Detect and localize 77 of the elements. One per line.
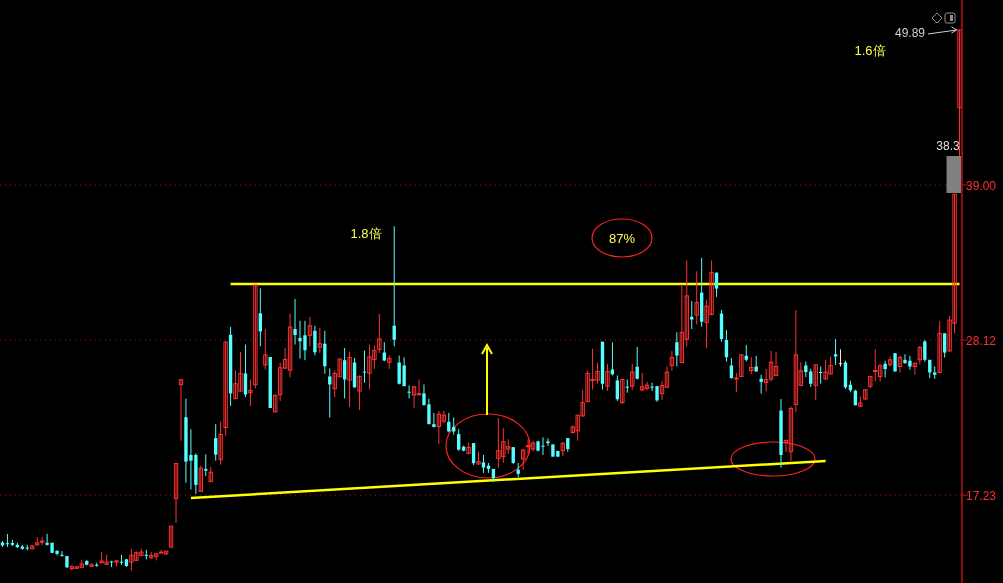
candlestick (287, 313, 293, 378)
candlestick (520, 448, 526, 471)
candlestick (838, 348, 843, 367)
candlestick (69, 564, 75, 571)
candlestick (223, 341, 228, 437)
candlestick (675, 331, 679, 367)
y-tick-label: 28.12 (966, 333, 997, 348)
candlestick (204, 453, 208, 477)
candlestick (639, 372, 645, 392)
candlestick (546, 437, 550, 447)
y-tick-label: 39.00 (966, 178, 997, 193)
candlestick (734, 372, 739, 393)
candlestick (357, 374, 362, 411)
candlestick (620, 378, 625, 405)
y-tick-label: 17.23 (966, 488, 997, 503)
candlestick (937, 320, 942, 373)
candlestick (74, 565, 80, 570)
candlestick (313, 325, 317, 356)
candlestick (5, 533, 10, 548)
annotation: 49.89 (894, 26, 926, 40)
candlestick (630, 363, 635, 391)
candlestick (214, 423, 218, 462)
candlestick (610, 341, 615, 376)
candlestick (39, 536, 45, 546)
candlestick (729, 357, 734, 380)
candlestick (198, 465, 204, 492)
annotation: 1.8倍 (350, 226, 382, 241)
candlestick (163, 550, 169, 556)
candlestick (788, 406, 794, 462)
candlestick (457, 428, 461, 452)
candlestick (178, 379, 184, 442)
candlestick (248, 378, 253, 407)
candlestick (253, 284, 258, 389)
candlestick (615, 374, 620, 402)
candlestick (347, 351, 352, 408)
candlestick (218, 420, 223, 466)
annotation: 38.3 (936, 139, 960, 153)
candlestick (60, 550, 64, 558)
candlestick (625, 378, 629, 394)
candlestick (694, 270, 699, 325)
candlestick (887, 356, 893, 367)
candlestick (768, 350, 774, 382)
candlestick (883, 360, 887, 378)
candlestick (813, 364, 818, 401)
candlestick (407, 384, 411, 399)
candlestick (833, 338, 838, 366)
candlestick (957, 29, 962, 157)
candlestick (436, 410, 442, 445)
candlestick (635, 346, 639, 380)
candlestick (793, 309, 799, 413)
candlestick (293, 298, 297, 346)
candlestick (897, 355, 903, 373)
candlestick (759, 374, 763, 395)
candlestick (809, 368, 813, 388)
candlestick (818, 365, 823, 385)
candlestick (263, 328, 268, 370)
candlestick (644, 381, 650, 391)
candlestick (377, 313, 382, 354)
candlestick (942, 332, 947, 359)
candlestick (773, 351, 779, 376)
candlestick (605, 363, 610, 392)
candlestick (669, 350, 675, 371)
annotation: 1.6倍 (854, 43, 886, 58)
candlestick (432, 412, 436, 428)
candlestick (912, 362, 918, 376)
annotation: 87% (608, 231, 636, 246)
candlestick (411, 386, 417, 409)
candlestick (679, 283, 685, 364)
candlestick (739, 354, 744, 377)
candlestick (317, 327, 323, 354)
candlestick (362, 350, 367, 384)
candlestick (168, 525, 174, 548)
candlestick (173, 462, 179, 524)
candlestick (917, 345, 923, 365)
candlestick (119, 554, 124, 566)
candlestick (307, 316, 313, 347)
candlestick (530, 440, 536, 452)
